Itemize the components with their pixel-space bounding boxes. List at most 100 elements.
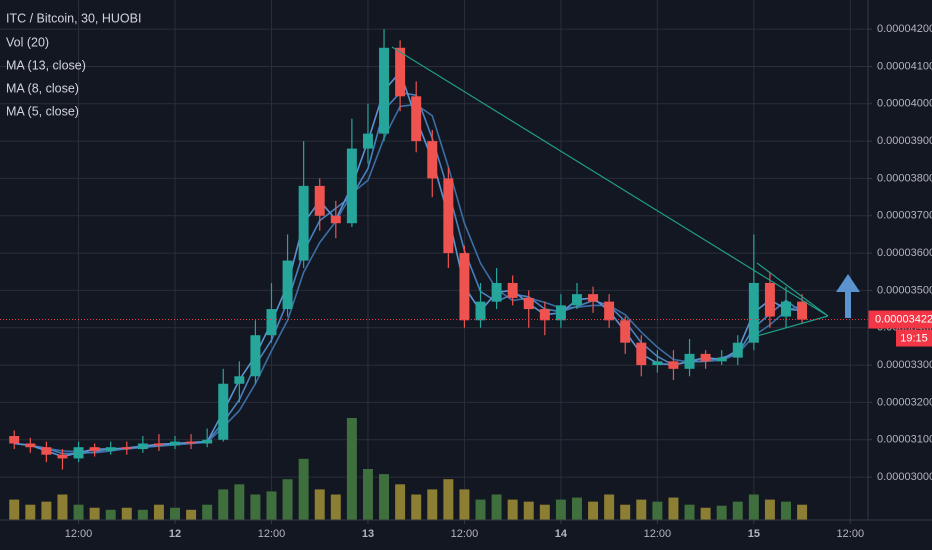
candle-body (732, 342, 743, 358)
volume-bar (459, 489, 470, 520)
candle-body (330, 215, 341, 224)
candle-body (604, 301, 615, 321)
candle-body (379, 47, 390, 134)
candle-body (9, 436, 20, 444)
candle-body (555, 305, 566, 321)
volume-bar (9, 499, 20, 520)
x-tick-label: 13 (362, 528, 374, 540)
volume-bar (202, 504, 213, 520)
volume-bar (588, 501, 599, 520)
y-tick-label: 0.00003500 (877, 284, 932, 296)
volume-bar (781, 501, 791, 520)
volume-bar (427, 489, 438, 520)
volume-bar (298, 458, 309, 520)
candle-body (571, 294, 582, 306)
candle-body (652, 361, 663, 366)
y-tick-label: 0.00003100 (877, 434, 932, 446)
y-tick-label: 0.00004100 (877, 60, 932, 72)
trend-line (391, 46, 829, 317)
x-tick-label: 12:00 (258, 528, 286, 540)
volume-bar (330, 494, 341, 520)
volume-bar (652, 501, 663, 520)
volume-bar (571, 497, 582, 520)
volume-bar (57, 494, 68, 520)
volume-bar (668, 497, 679, 520)
candle-body (346, 148, 357, 224)
last-price-label: 0.00003422 (875, 313, 932, 325)
candle-body (218, 383, 229, 440)
volume-bar (716, 505, 727, 520)
drawings (391, 46, 860, 337)
candle-body (121, 447, 132, 450)
candle-body (395, 47, 406, 97)
volume-bar (636, 499, 647, 520)
candle-body (314, 185, 325, 216)
candle-body (105, 447, 116, 451)
y-tick-label: 0.00003300 (877, 359, 932, 371)
x-tick-label: 14 (555, 528, 568, 540)
volume-bar (443, 479, 454, 520)
candle-body (202, 439, 213, 444)
candle-body (443, 178, 454, 254)
volume-bar (186, 509, 197, 520)
volume-bar (748, 494, 759, 520)
candle-body (700, 353, 711, 362)
legend-entry: MA (13, close) (6, 58, 86, 72)
arrow-head (836, 274, 860, 292)
volume-bar (234, 484, 245, 520)
candle-body (797, 301, 808, 320)
x-tick-label: 12:00 (644, 528, 672, 540)
volume-bar (764, 499, 775, 520)
volume-bar (73, 504, 84, 520)
candle-body (507, 282, 518, 298)
candle-body (362, 133, 373, 149)
candle-body (170, 441, 180, 446)
last-price-box (868, 310, 932, 329)
y-tick-label: 0.00003800 (877, 172, 932, 184)
volume-bar (555, 499, 566, 520)
volume-bar (137, 509, 148, 520)
volume-bar (89, 507, 100, 520)
overlay: 0.00003000 0.00003100 0.00003200 0.00003300… (0, 23, 932, 540)
candle-body (266, 309, 277, 336)
countdown-label: 19:15 (900, 332, 928, 344)
candle-body (620, 320, 631, 343)
volume-bar (604, 494, 615, 520)
volume-bar (620, 504, 631, 520)
volume-bar (362, 469, 373, 520)
y-tick-label: 0.00003600 (877, 247, 932, 259)
y-tick-label: 0.00003200 (877, 396, 932, 408)
volume-bar (282, 479, 293, 520)
candle-body (89, 447, 100, 451)
candle-body (282, 260, 293, 310)
candle-body (475, 301, 486, 321)
x-tick-label: 12:00 (451, 528, 479, 540)
candle-layer (9, 29, 808, 470)
volume-bar (25, 504, 36, 520)
volume-bar (170, 507, 180, 520)
candle-body (427, 141, 438, 179)
volume-bar (105, 509, 116, 520)
legend-entry: MA (5, close) (6, 104, 79, 118)
volume-bar (523, 501, 534, 520)
candle-body (186, 441, 197, 444)
candle-body (748, 282, 759, 343)
volume-bar (539, 504, 550, 520)
candle-body (764, 282, 775, 317)
volume-bar (314, 489, 325, 520)
candle-body (73, 447, 84, 459)
candle-body (588, 294, 599, 302)
volume-bar (491, 494, 502, 520)
y-tick-label: 0.00003900 (877, 135, 932, 147)
volume-bar (41, 501, 52, 520)
candle-body (684, 353, 695, 369)
volume-bar (250, 494, 261, 520)
volume-bar (121, 507, 132, 520)
volume-bar (507, 499, 518, 520)
chart-title: ITC / Bitcoin, 30, HUOBI (6, 11, 141, 25)
x-tick-label: 12:00 (837, 528, 865, 540)
legend-entry: MA (8, close) (6, 81, 79, 95)
candle-body (636, 342, 647, 366)
y-tick-label: 0.00003700 (877, 210, 932, 222)
